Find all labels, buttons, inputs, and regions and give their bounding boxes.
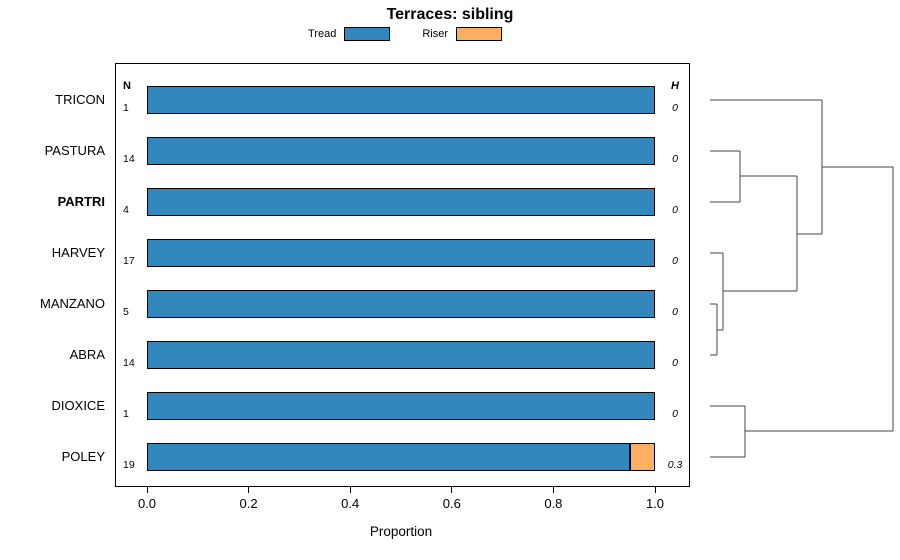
x-axis-tick — [451, 487, 453, 493]
row-label-pastura: PASTURA — [44, 143, 105, 158]
bar-segment-tread — [147, 392, 655, 420]
bar-segment-tread — [147, 239, 655, 267]
n-value: 17 — [123, 255, 135, 267]
n-value: 19 — [123, 459, 135, 471]
row-label-abra: ABRA — [69, 347, 105, 362]
x-axis-tick-label: 0.8 — [544, 496, 563, 511]
h-value: 0 — [672, 153, 678, 165]
x-axis-tick-label: 0.4 — [341, 496, 360, 511]
row-label-dioxice: DIOXICE — [51, 398, 105, 413]
x-axis-tick-label: 0.6 — [442, 496, 461, 511]
h-value: 0.3 — [667, 459, 683, 471]
x-axis-tick-label: 0.0 — [137, 496, 157, 511]
n-value: 1 — [123, 408, 129, 420]
chart-title: Terraces: sibling — [386, 6, 514, 23]
plot-panel — [115, 63, 690, 487]
n-column-header: N — [123, 80, 131, 92]
h-value: 0 — [672, 255, 678, 267]
legend-item-riser: Riser — [422, 27, 502, 41]
n-value: 1 — [123, 102, 129, 114]
legend-label: Riser — [422, 28, 448, 40]
row-label-harvey: HARVEY — [51, 245, 105, 260]
row-label-poley: POLEY — [61, 449, 105, 464]
n-value: 14 — [123, 357, 135, 369]
h-column-header: H — [671, 80, 679, 92]
h-value: 0 — [672, 408, 678, 420]
legend-item-tread: Tread — [308, 27, 391, 41]
h-value: 0 — [672, 204, 678, 216]
legend-swatch — [456, 27, 502, 41]
bar-segment-riser — [629, 443, 655, 471]
x-axis-tick — [552, 487, 554, 493]
bar-segment-tread — [147, 137, 655, 165]
bar-segment-tread — [147, 443, 630, 471]
x-axis-tick — [654, 487, 656, 493]
n-value: 4 — [123, 204, 129, 216]
row-label-tricon: TRICON — [55, 92, 105, 107]
x-axis-tick — [248, 487, 250, 493]
h-value: 0 — [672, 102, 678, 114]
bar-segment-tread — [147, 341, 655, 369]
h-value: 0 — [672, 357, 678, 369]
legend-label: Tread — [308, 28, 337, 40]
x-axis-tick — [349, 487, 351, 493]
n-value: 5 — [123, 306, 129, 318]
dendrogram — [710, 99, 894, 458]
x-axis-tick — [146, 487, 148, 493]
bar-segment-tread — [147, 188, 655, 216]
legend: Tread Riser — [0, 27, 810, 41]
x-axis-title: Proportion — [369, 524, 433, 539]
x-axis-tick-label: 1.0 — [645, 496, 665, 511]
legend-swatch — [344, 27, 391, 41]
x-axis-tick-label: 0.2 — [239, 496, 258, 511]
row-label-manzano: MANZANO — [40, 296, 105, 311]
n-value: 14 — [123, 153, 135, 165]
row-label-partri: PARTRI — [57, 194, 105, 209]
bar-segment-tread — [147, 86, 655, 114]
bar-segment-tread — [147, 290, 655, 318]
h-value: 0 — [672, 306, 678, 318]
